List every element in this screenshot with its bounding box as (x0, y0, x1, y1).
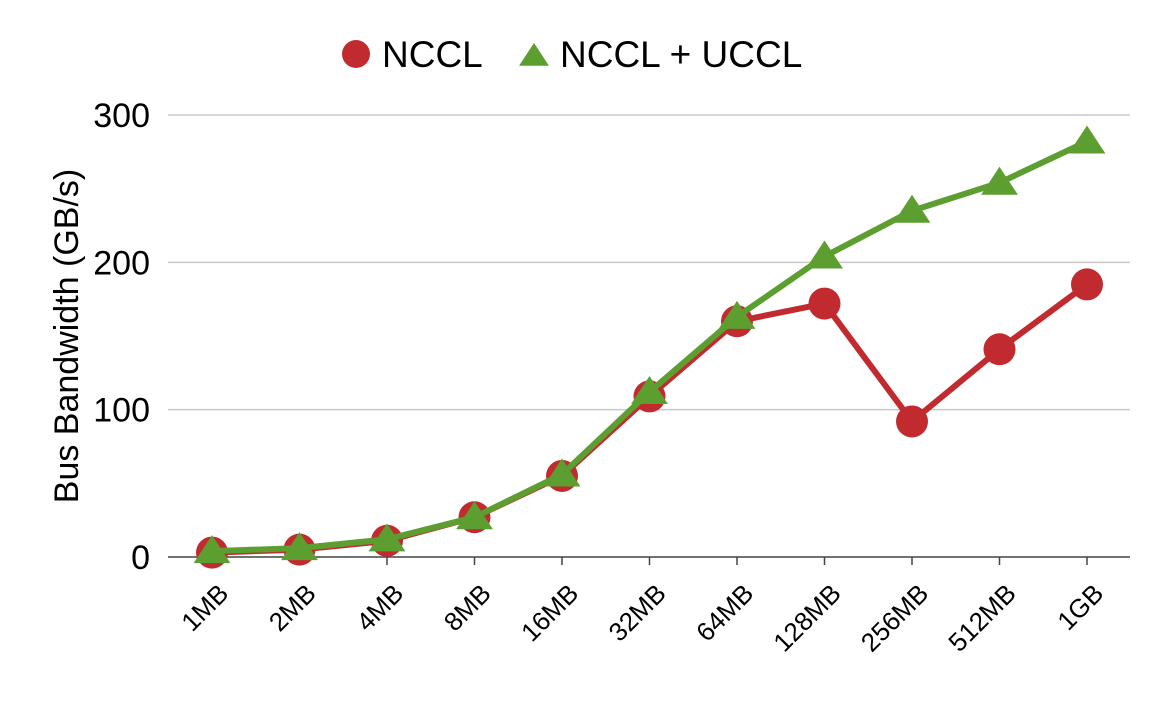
legend-item: NCCL (342, 34, 483, 75)
y-tick-label: 300 (93, 97, 150, 135)
legend-item: NCCL + UCCL (519, 34, 802, 75)
data-point (281, 532, 318, 561)
gridlines (168, 114, 1130, 411)
series-line (211, 282, 1089, 556)
y-axis-label: Bus Bandwidth (GB/s) (48, 169, 86, 503)
y-tick-label: 100 (93, 392, 150, 430)
data-point (808, 287, 841, 320)
x-tick-label: 1GB (1051, 578, 1109, 636)
legend-label: NCCL (382, 34, 483, 75)
x-tick-label: 128MB (767, 578, 846, 657)
x-tick-label: 2MB (263, 578, 322, 637)
data-point (981, 166, 1018, 195)
data-point (718, 300, 756, 329)
data-point (193, 535, 231, 564)
legend-label: NCCL + UCCL (560, 34, 802, 75)
x-tick-label: 16MB (515, 578, 584, 647)
y-tick-label: 200 (93, 244, 150, 282)
data-point (896, 405, 928, 438)
series-nccl-uccl (193, 125, 1106, 564)
x-tick-label: 4MB (350, 578, 409, 637)
x-tick-label: 8MB (438, 578, 497, 637)
series-line (211, 138, 1089, 555)
legend: NCCL NCCL + UCCL (342, 34, 802, 75)
data-point (983, 333, 1016, 366)
data-point (456, 501, 493, 530)
data-point (1068, 125, 1106, 154)
x-tick-label: 32MB (603, 578, 672, 647)
x-tick-label: 64MB (690, 578, 759, 647)
legend-marker (342, 40, 370, 68)
series-nccl (196, 268, 1103, 569)
data-point (631, 375, 668, 404)
y-tick-label: 0 (131, 539, 150, 577)
data-point (893, 194, 931, 223)
data-point (368, 523, 406, 552)
data-point (543, 458, 581, 487)
legend-marker (519, 43, 549, 66)
axes: 0 100 200 300 1MB 2MB 4MB 8MB 16MB 32MB 64MB 128MB 2… (93, 97, 1130, 658)
x-tick-label: 256MB (855, 578, 934, 657)
data-point (806, 240, 843, 269)
x-tick-label: 1MB (175, 578, 234, 637)
series-layer (193, 125, 1106, 569)
x-tick-label: 512MB (942, 578, 1021, 657)
data-point (1071, 268, 1103, 301)
